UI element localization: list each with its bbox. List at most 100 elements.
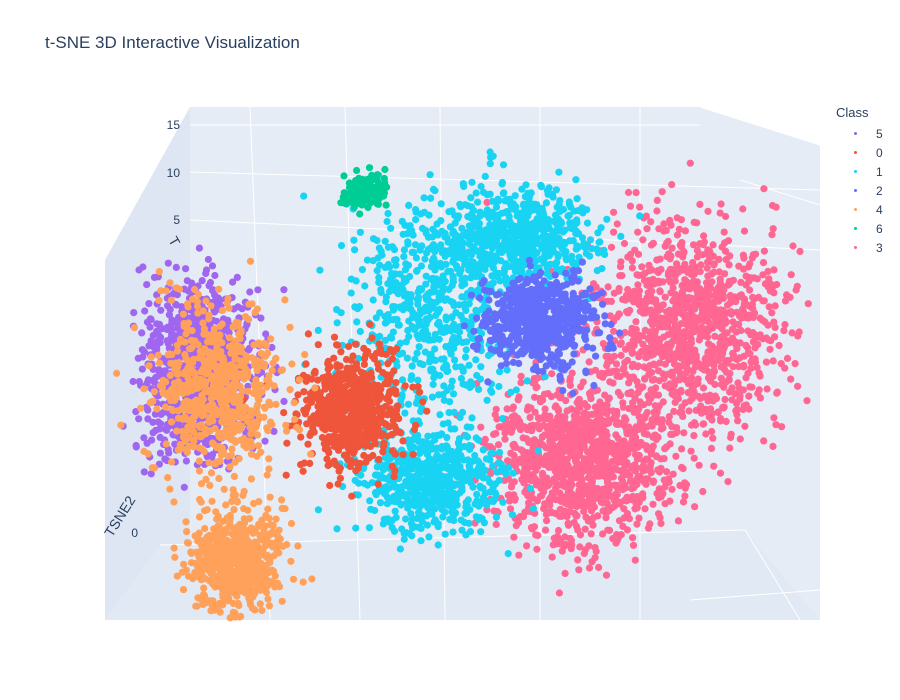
- data-point[interactable]: [544, 390, 552, 398]
- data-point[interactable]: [656, 255, 664, 263]
- data-point[interactable]: [459, 367, 467, 375]
- data-point[interactable]: [550, 290, 558, 299]
- data-point[interactable]: [601, 457, 609, 465]
- data-point[interactable]: [441, 233, 449, 241]
- data-point[interactable]: [545, 355, 553, 363]
- data-point[interactable]: [708, 372, 716, 380]
- data-point[interactable]: [679, 412, 687, 420]
- series-class-3[interactable]: [433, 159, 812, 597]
- data-point[interactable]: [390, 527, 399, 535]
- data-point[interactable]: [572, 419, 581, 427]
- data-point[interactable]: [482, 310, 490, 318]
- data-point[interactable]: [652, 435, 661, 444]
- data-point[interactable]: [633, 520, 641, 528]
- data-point[interactable]: [556, 505, 565, 513]
- data-point[interactable]: [783, 354, 792, 362]
- data-point[interactable]: [622, 345, 630, 353]
- data-point[interactable]: [549, 193, 557, 201]
- data-point[interactable]: [402, 338, 410, 346]
- data-point[interactable]: [703, 279, 711, 287]
- data-point[interactable]: [669, 470, 677, 478]
- data-point[interactable]: [431, 516, 439, 524]
- data-point[interactable]: [414, 376, 422, 384]
- data-point[interactable]: [600, 246, 608, 254]
- data-point[interactable]: [742, 341, 750, 349]
- data-point[interactable]: [661, 242, 669, 250]
- data-point[interactable]: [423, 521, 431, 529]
- data-point[interactable]: [562, 327, 571, 335]
- data-point[interactable]: [649, 478, 657, 486]
- data-point[interactable]: [641, 301, 649, 309]
- data-point[interactable]: [533, 496, 541, 504]
- data-point[interactable]: [511, 322, 520, 330]
- data-point[interactable]: [737, 278, 745, 286]
- data-point[interactable]: [404, 238, 412, 246]
- data-point[interactable]: [548, 370, 556, 378]
- data-point[interactable]: [527, 306, 535, 314]
- data-point[interactable]: [630, 465, 638, 473]
- data-point[interactable]: [587, 395, 595, 403]
- data-point[interactable]: [491, 323, 499, 331]
- data-point[interactable]: [749, 305, 757, 313]
- data-point[interactable]: [352, 524, 360, 532]
- data-point[interactable]: [604, 395, 612, 404]
- data-point[interactable]: [642, 212, 651, 220]
- data-point[interactable]: [787, 375, 795, 383]
- data-point[interactable]: [778, 423, 786, 431]
- data-point[interactable]: [643, 294, 651, 302]
- data-point[interactable]: [631, 246, 639, 254]
- data-point[interactable]: [437, 241, 445, 249]
- data-point[interactable]: [745, 392, 753, 400]
- data-point[interactable]: [712, 345, 720, 353]
- data-point[interactable]: [474, 472, 482, 480]
- data-point[interactable]: [762, 334, 771, 342]
- data-point[interactable]: [709, 434, 717, 442]
- data-point[interactable]: [553, 214, 561, 222]
- scatter-points[interactable]: [113, 148, 812, 622]
- data-point[interactable]: [347, 275, 355, 283]
- data-point[interactable]: [473, 371, 481, 380]
- data-point[interactable]: [469, 457, 477, 465]
- data-point[interactable]: [441, 247, 449, 255]
- data-point[interactable]: [427, 365, 435, 373]
- data-point[interactable]: [689, 241, 698, 249]
- data-point[interactable]: [507, 428, 515, 436]
- data-point[interactable]: [696, 240, 704, 248]
- data-point[interactable]: [595, 563, 603, 572]
- data-point[interactable]: [583, 343, 591, 351]
- data-point[interactable]: [532, 531, 540, 539]
- data-point[interactable]: [613, 220, 621, 228]
- data-point[interactable]: [692, 359, 700, 368]
- data-point[interactable]: [725, 375, 733, 383]
- data-point[interactable]: [636, 203, 644, 211]
- data-point[interactable]: [526, 245, 534, 253]
- data-point[interactable]: [366, 497, 374, 505]
- data-point[interactable]: [663, 468, 671, 476]
- data-point[interactable]: [172, 263, 180, 271]
- data-point[interactable]: [765, 303, 773, 311]
- data-point[interactable]: [562, 256, 571, 264]
- data-point[interactable]: [739, 308, 748, 316]
- data-point[interactable]: [461, 260, 469, 268]
- data-point[interactable]: [716, 352, 725, 360]
- data-point[interactable]: [764, 267, 772, 275]
- data-point[interactable]: [655, 510, 663, 518]
- data-point[interactable]: [502, 244, 510, 252]
- data-point[interactable]: [591, 444, 599, 452]
- data-point[interactable]: [675, 375, 683, 383]
- data-point[interactable]: [759, 259, 768, 267]
- data-point[interactable]: [632, 189, 640, 197]
- data-point[interactable]: [449, 512, 458, 520]
- data-point[interactable]: [679, 498, 688, 506]
- data-point[interactable]: [556, 289, 564, 297]
- data-point[interactable]: [740, 352, 748, 360]
- data-point[interactable]: [687, 270, 695, 279]
- data-point[interactable]: [460, 322, 468, 330]
- data-point[interactable]: [413, 397, 422, 405]
- data-point[interactable]: [510, 250, 518, 258]
- data-point[interactable]: [581, 244, 589, 252]
- data-point[interactable]: [391, 507, 399, 515]
- data-point[interactable]: [409, 248, 418, 256]
- data-point[interactable]: [426, 171, 434, 179]
- data-point[interactable]: [541, 405, 549, 413]
